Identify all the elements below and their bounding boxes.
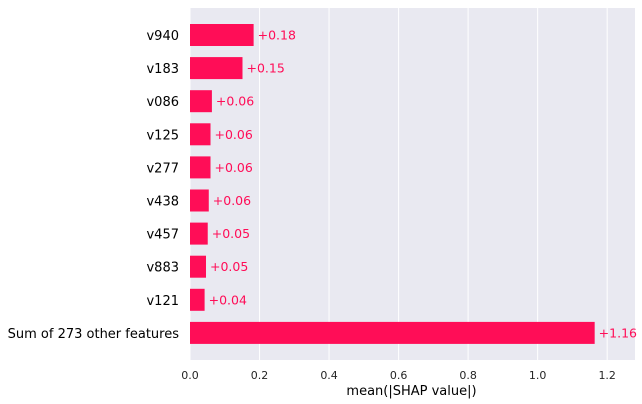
x-tick-label: 0.0 [181, 369, 199, 382]
x-tick-label: 1.2 [598, 369, 616, 382]
bar-value-label: +0.06 [216, 94, 254, 109]
y-axis-labels: v940 v183 v086 v125 v277 v438 v457 v883 v121 Sum … [8, 29, 180, 342]
bar [190, 321, 595, 344]
plot-background [190, 8, 635, 360]
bar-value-label: +0.06 [215, 127, 253, 142]
bar [190, 189, 209, 212]
bar [190, 90, 212, 113]
x-tick-label: 0.4 [320, 369, 338, 382]
y-category-label: v183 [146, 62, 179, 77]
bar-value-label: +1.16 [599, 325, 637, 340]
bar [190, 123, 211, 146]
y-category-label: v457 [146, 228, 179, 243]
bar-value-label: +0.06 [215, 160, 253, 175]
bar-value-label: +0.06 [213, 193, 251, 208]
bar [190, 24, 254, 46]
y-category-label: v438 [146, 195, 179, 210]
x-axis-ticks: 0.0 0.2 0.4 0.6 0.8 1.0 1.2 [181, 369, 616, 382]
x-axis-label: mean(|SHAP value|) [346, 384, 476, 399]
bar-value-label: +0.05 [210, 259, 248, 274]
y-category-label: v277 [146, 161, 179, 176]
bar-value-label: +0.04 [209, 292, 247, 307]
y-category-label: v883 [146, 261, 179, 276]
bar-value-label: +0.18 [258, 28, 296, 43]
bar-value-label: +0.15 [246, 61, 284, 76]
y-category-label: v940 [146, 29, 179, 44]
value-labels: +0.18 +0.15 +0.06 +0.06 +0.06 +0.06 +0.05 +0.05… [209, 28, 637, 341]
bar [190, 255, 206, 278]
x-tick-label: 0.8 [459, 369, 477, 382]
y-category-label: v086 [146, 95, 179, 110]
y-category-label: Sum of 273 other features [8, 327, 180, 342]
x-tick-label: 0.6 [390, 369, 408, 382]
y-category-label: v125 [146, 128, 179, 143]
bar [190, 288, 205, 311]
x-tick-label: 1.0 [529, 369, 547, 382]
x-tick-label: 0.2 [251, 369, 269, 382]
bar [190, 156, 211, 179]
bar [190, 57, 243, 80]
bar [190, 222, 208, 245]
y-category-label: v121 [146, 294, 179, 309]
bars [190, 24, 595, 344]
bar-value-label: +0.05 [212, 226, 250, 241]
